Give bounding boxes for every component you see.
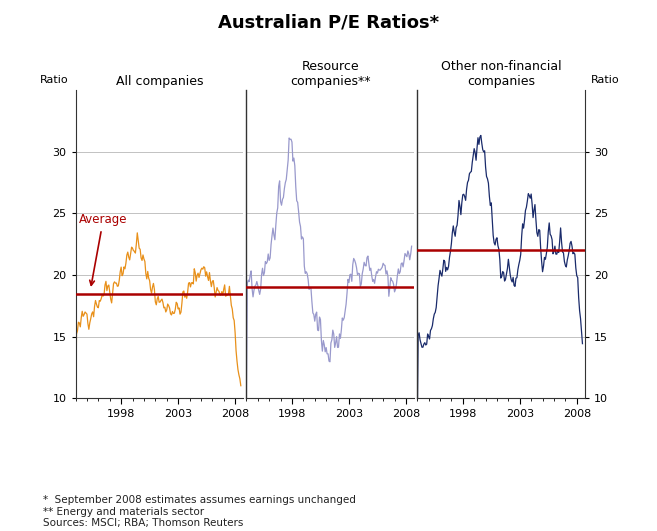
Title: Resource
companies**: Resource companies** [290, 59, 371, 88]
Text: Australian P/E Ratios*: Australian P/E Ratios* [218, 13, 439, 31]
Title: All companies: All companies [116, 75, 203, 88]
Title: Other non-financial
companies: Other non-financial companies [441, 59, 561, 88]
Text: Ratio: Ratio [591, 75, 620, 85]
Text: Average: Average [79, 213, 127, 285]
Text: Ratio: Ratio [40, 75, 69, 85]
Text: *  September 2008 estimates assumes earnings unchanged
** Energy and materials s: * September 2008 estimates assumes earni… [43, 495, 355, 528]
